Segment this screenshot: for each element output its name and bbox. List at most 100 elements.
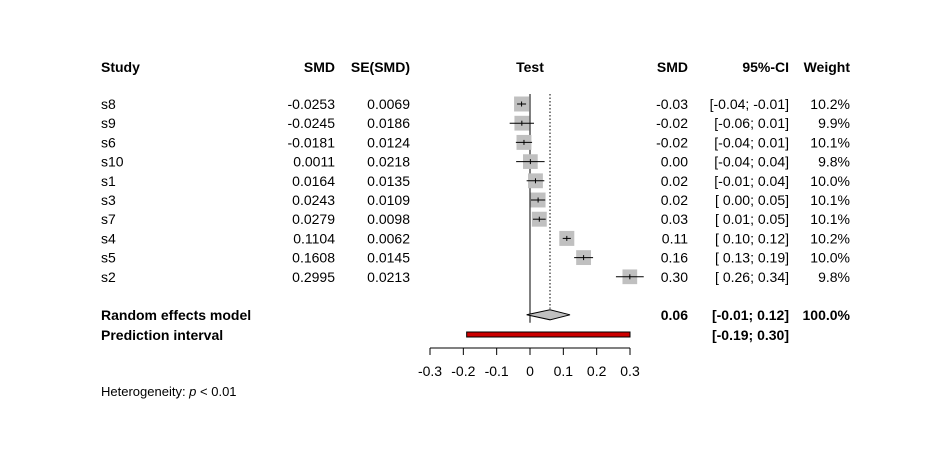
- study-name: s6: [101, 134, 116, 150]
- x-axis-tick-label: 0.3: [620, 363, 640, 379]
- x-axis-tick-label: 0.1: [554, 363, 574, 379]
- header-ci: 95%-CI: [742, 59, 789, 75]
- study-name: s2: [101, 269, 116, 285]
- study-smd-rounded: 0.03: [661, 211, 688, 227]
- study-smd: 0.1608: [292, 250, 335, 266]
- study-weight: 10.0%: [810, 250, 850, 266]
- study-smd: -0.0245: [288, 115, 336, 131]
- summary-rows: Random effects model 0.06 [-0.01; 0.12] 100…: [101, 307, 851, 343]
- study-ci: [-0.04; 0.04]: [714, 154, 789, 170]
- study-row-s6: s6 -0.0181 0.0124 -0.02 [-0.04; 0.01] 10.1%: [101, 134, 850, 150]
- prediction-interval-ci: [-0.19; 0.30]: [712, 327, 789, 343]
- study-smd: 0.1104: [293, 230, 335, 246]
- random-effects-label: Random effects model: [101, 307, 251, 323]
- study-se: 0.0062: [367, 230, 410, 246]
- reference-lines: [529, 94, 551, 323]
- study-name: s9: [101, 115, 116, 131]
- random-effects-ci: [-0.01; 0.12]: [712, 307, 789, 323]
- study-se: 0.0213: [367, 269, 410, 285]
- study-weight: 10.2%: [810, 230, 850, 246]
- x-axis-tick-label: -0.2: [451, 363, 475, 379]
- study-name: s10: [101, 154, 124, 170]
- study-smd-rounded: -0.03: [656, 96, 688, 112]
- header-se: SE(SMD): [351, 59, 410, 75]
- study-se: 0.0109: [367, 192, 410, 208]
- study-smd: 0.0011: [293, 154, 335, 170]
- study-name: s1: [101, 173, 116, 189]
- study-smd: 0.2995: [292, 269, 335, 285]
- study-ci: [ 0.13; 0.19]: [715, 250, 789, 266]
- header-weight: Weight: [804, 59, 851, 75]
- study-row-s7: s7 0.0279 0.0098 0.03 [ 0.01; 0.05] 10.1%: [101, 211, 850, 227]
- study-row-s1: s1 0.0164 0.0135 0.02 [-0.01; 0.04] 10.0%: [101, 173, 850, 189]
- prediction-interval-bar: [466, 331, 631, 338]
- header-row: Study SMD SE(SMD) Test SMD 95%-CI Weight: [101, 59, 850, 75]
- study-smd: -0.0181: [288, 134, 336, 150]
- prediction-interval-row: Prediction interval [-0.19; 0.30]: [101, 327, 789, 343]
- study-ci: [ 0.01; 0.05]: [715, 211, 789, 227]
- study-se: 0.0186: [367, 115, 410, 131]
- study-weight: 10.1%: [810, 211, 850, 227]
- random-effects-weight: 100.0%: [803, 307, 851, 323]
- study-row-s5: s5 0.1608 0.0145 0.16 [ 0.13; 0.19] 10.0%: [101, 250, 850, 266]
- study-se: 0.0145: [367, 250, 410, 266]
- study-ci: [ 0.10; 0.12]: [715, 230, 789, 246]
- x-axis-tick-label: 0.2: [587, 363, 607, 379]
- study-se: 0.0069: [367, 96, 410, 112]
- study-smd: 0.0243: [292, 192, 335, 208]
- study-smd-rounded: 0.11: [662, 230, 688, 246]
- x-axis: -0.3 -0.2 -0.1 0 0.1 0.2 0.3: [418, 347, 640, 379]
- study-name: s5: [101, 250, 116, 266]
- study-name: s4: [101, 230, 116, 246]
- study-se: 0.0218: [367, 154, 410, 170]
- study-smd-rounded: 0.00: [661, 154, 688, 170]
- x-axis-tick-label: -0.3: [418, 363, 442, 379]
- prediction-interval-label: Prediction interval: [101, 327, 223, 343]
- study-ci: [ 0.00; 0.05]: [715, 192, 789, 208]
- study-smd: 0.0164: [292, 173, 335, 189]
- header-smd: SMD: [304, 59, 335, 75]
- study-row-s8: s8 -0.0253 0.0069 -0.03 [-0.04; -0.01] 10.2%: [101, 96, 850, 112]
- random-effects-diamond: [526, 309, 571, 321]
- study-smd: -0.0253: [288, 96, 336, 112]
- study-smd-rounded: 0.30: [661, 269, 688, 285]
- random-effects-smd: 0.06: [661, 307, 688, 323]
- study-name: s8: [101, 96, 116, 112]
- study-ci: [-0.06; 0.01]: [714, 115, 789, 131]
- x-axis-tick-label: 0: [526, 363, 534, 379]
- study-se: 0.0098: [367, 211, 410, 227]
- study-se: 0.0135: [367, 173, 410, 189]
- heterogeneity-prefix: Heterogeneity:: [101, 384, 189, 399]
- study-weight: 10.1%: [810, 134, 850, 150]
- study-weight: 9.8%: [818, 269, 850, 285]
- study-ci: [-0.01; 0.04]: [714, 173, 789, 189]
- study-row-s10: s10 0.0011 0.0218 0.00 [-0.04; 0.04] 9.8%: [101, 154, 850, 170]
- study-se: 0.0124: [367, 134, 410, 150]
- study-weight: 10.0%: [810, 173, 850, 189]
- study-ci: [-0.04; 0.01]: [714, 134, 789, 150]
- study-name: s3: [101, 192, 116, 208]
- header-test: Test: [516, 59, 544, 75]
- study-smd: 0.0279: [292, 211, 335, 227]
- study-row-s4: s4 0.1104 0.0062 0.11 [ 0.10; 0.12] 10.2%: [101, 230, 850, 246]
- study-ci: [-0.04; -0.01]: [710, 96, 789, 112]
- heterogeneity-text: Heterogeneity: p < 0.01: [101, 384, 237, 399]
- heterogeneity-symbol: p: [188, 384, 196, 399]
- study-rows: s8 -0.0253 0.0069 -0.03 [-0.04; -0.01] 10.2%s…: [101, 96, 850, 285]
- heterogeneity-suffix: < 0.01: [196, 384, 236, 399]
- study-smd-rounded: 0.02: [661, 192, 688, 208]
- header-smd-right: SMD: [657, 59, 688, 75]
- study-row-s2: s2 0.2995 0.0213 0.30 [ 0.26; 0.34] 9.8%: [101, 269, 850, 285]
- study-row-s9: s9 -0.0245 0.0186 -0.02 [-0.06; 0.01] 9.9%: [101, 115, 850, 131]
- study-weight: 9.8%: [818, 154, 850, 170]
- study-weight: 10.2%: [810, 96, 850, 112]
- header-study: Study: [101, 59, 140, 75]
- study-name: s7: [101, 211, 116, 227]
- study-row-s3: s3 0.0243 0.0109 0.02 [ 0.00; 0.05] 10.1%: [101, 192, 850, 208]
- study-weight: 9.9%: [818, 115, 850, 131]
- study-weight: 10.1%: [810, 192, 850, 208]
- study-smd-rounded: -0.02: [656, 115, 688, 131]
- study-smd-rounded: 0.16: [661, 250, 688, 266]
- x-axis-tick-label: -0.1: [485, 363, 509, 379]
